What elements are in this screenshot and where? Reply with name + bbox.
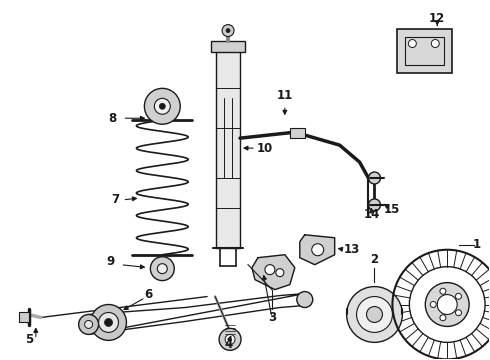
Bar [397, 28, 452, 73]
Circle shape [78, 315, 98, 334]
Text: 9: 9 [106, 255, 115, 268]
Text: 15: 15 [383, 203, 400, 216]
Bar [216, 49, 240, 248]
Circle shape [368, 199, 380, 211]
Text: 5: 5 [24, 333, 33, 346]
Circle shape [431, 40, 439, 48]
Circle shape [265, 265, 275, 275]
Circle shape [456, 310, 462, 316]
Text: 10: 10 [257, 141, 273, 155]
Circle shape [367, 306, 383, 323]
Circle shape [98, 312, 119, 332]
Circle shape [222, 24, 234, 37]
Circle shape [368, 172, 380, 184]
Circle shape [456, 293, 462, 299]
Circle shape [85, 320, 93, 328]
Bar [19, 312, 29, 323]
Text: 12: 12 [429, 12, 445, 25]
Circle shape [425, 283, 469, 327]
Bar [290, 128, 305, 138]
Circle shape [312, 244, 324, 256]
Circle shape [157, 264, 167, 274]
Polygon shape [300, 235, 335, 265]
Circle shape [150, 257, 174, 280]
Circle shape [430, 302, 436, 307]
Circle shape [297, 292, 313, 307]
Text: 8: 8 [108, 112, 117, 125]
Circle shape [159, 103, 165, 109]
Circle shape [145, 88, 180, 124]
Bar [211, 41, 245, 53]
Circle shape [408, 40, 416, 48]
Circle shape [226, 28, 230, 32]
Text: 2: 2 [370, 253, 379, 266]
Circle shape [219, 328, 241, 350]
Circle shape [346, 287, 402, 342]
Text: 13: 13 [343, 243, 360, 256]
Circle shape [357, 297, 392, 332]
Circle shape [225, 334, 235, 345]
Circle shape [154, 98, 171, 114]
Text: 14: 14 [363, 208, 380, 221]
Circle shape [440, 288, 446, 294]
Polygon shape [89, 293, 305, 334]
Circle shape [91, 305, 126, 340]
Circle shape [437, 294, 457, 315]
Text: 4: 4 [224, 338, 232, 351]
Text: 7: 7 [111, 193, 120, 206]
Circle shape [440, 315, 446, 321]
Polygon shape [252, 255, 295, 289]
Text: 1: 1 [473, 238, 481, 251]
Circle shape [104, 319, 113, 327]
Text: 11: 11 [277, 89, 293, 102]
Text: 6: 6 [144, 288, 152, 301]
Text: 3: 3 [268, 311, 276, 324]
Circle shape [276, 269, 284, 276]
